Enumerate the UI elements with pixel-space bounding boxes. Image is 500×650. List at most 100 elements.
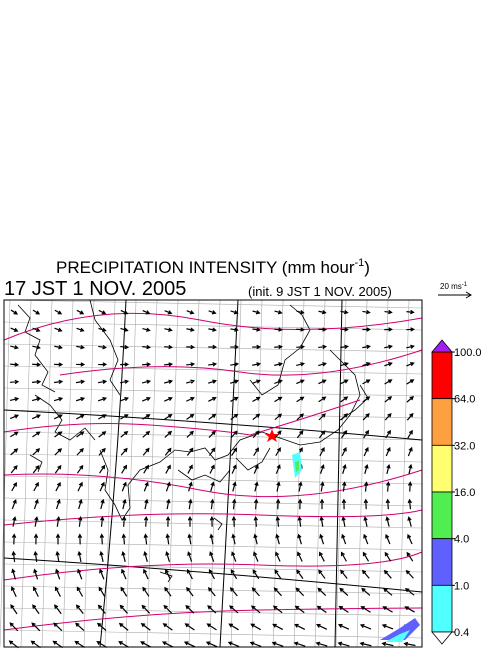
wind-arrow — [164, 447, 172, 456]
wind-arrow — [164, 344, 174, 350]
wind-arrow — [229, 587, 238, 597]
wind-arrow — [318, 379, 327, 385]
wind-arrow — [318, 413, 326, 421]
wind-arrow — [230, 344, 240, 350]
wind-arrow — [227, 641, 240, 648]
wind-arrow — [32, 464, 40, 474]
colorbar-label: 4.0 — [454, 534, 469, 546]
wind-arrow — [294, 605, 305, 614]
wind-arrow — [97, 604, 106, 614]
wind-arrow — [141, 604, 151, 614]
grid-line — [3, 541, 423, 551]
grid-line — [3, 321, 423, 331]
location-star — [265, 429, 279, 442]
wind-arrow — [340, 362, 349, 367]
grid-line — [3, 409, 423, 419]
wind-arrow — [296, 344, 306, 350]
wind-arrow — [187, 481, 193, 492]
wind-arrow — [99, 464, 106, 474]
wind-arrow — [208, 310, 217, 315]
wind-arrow — [9, 397, 20, 402]
wind-arrow — [9, 622, 19, 632]
wind-scale-arrow — [438, 291, 472, 299]
wind-arrow — [406, 396, 415, 403]
wind-arrow — [11, 568, 16, 580]
wind-arrow — [55, 568, 61, 580]
wind-arrow — [319, 533, 325, 545]
wind-arrow — [404, 588, 415, 596]
wind-arrow — [54, 309, 63, 315]
wind-arrow — [118, 622, 129, 631]
wind-arrow — [53, 379, 64, 385]
wind-arrow — [142, 327, 151, 332]
wind-arrow — [98, 309, 107, 315]
wind-arrow — [98, 447, 106, 456]
wind-arrow — [99, 481, 105, 492]
wind-arrow — [75, 622, 85, 632]
wind-arrow — [209, 515, 215, 527]
grid-line — [3, 563, 423, 573]
wind-arrow — [253, 533, 258, 545]
wind-arrow — [99, 568, 105, 580]
grid-line — [356, 299, 368, 648]
colorbar-label: 100.0 — [454, 347, 482, 359]
wind-arrow — [381, 624, 394, 630]
wind-arrow — [55, 481, 61, 492]
grid-line — [146, 299, 158, 648]
wind-arrow — [98, 327, 107, 332]
wind-arrow — [229, 605, 239, 614]
grid-line — [20, 299, 32, 648]
grid-line — [104, 299, 116, 648]
wind-arrow — [296, 569, 304, 579]
wind-arrow — [296, 310, 305, 315]
grid-line — [0, 299, 11, 648]
wind-arrow — [208, 396, 217, 402]
wind-arrow — [208, 413, 217, 420]
wind-arrow — [98, 414, 107, 420]
wind-arrow — [185, 604, 195, 614]
wind-arrow — [407, 533, 413, 545]
wind-arrow — [363, 498, 369, 510]
wind-arrow — [252, 344, 262, 350]
wind-arrow — [164, 586, 172, 597]
wind-arrow — [318, 344, 327, 350]
title-superscript: -1 — [355, 257, 365, 269]
wind-arrow — [319, 447, 325, 457]
wind-arrow — [275, 498, 281, 510]
wind-arrow — [385, 481, 391, 492]
wind-arrow — [54, 464, 62, 474]
wind-arrow — [381, 641, 394, 647]
wind-arrow — [143, 568, 149, 580]
wind-arrow — [249, 641, 262, 648]
wind-arrow — [78, 498, 83, 510]
wind-arrow — [186, 344, 196, 350]
wind-arrow — [293, 641, 306, 647]
wind-arrow — [253, 498, 259, 510]
wind-arrow — [98, 431, 107, 438]
wind-arrow — [10, 586, 17, 597]
wind-scale-text: 20 ms — [440, 282, 462, 291]
wind-arrow — [250, 605, 261, 614]
wind-arrow — [74, 640, 85, 648]
wind-arrow — [274, 310, 283, 315]
wind-arrow — [142, 447, 150, 456]
wind-arrow — [384, 309, 393, 315]
wind-arrow — [252, 327, 261, 332]
wind-arrow — [230, 569, 238, 580]
wind-arrow — [54, 604, 62, 615]
wind-arrow — [383, 569, 392, 579]
wind-arrow — [31, 379, 42, 385]
wind-arrow — [318, 430, 326, 439]
wind-arrow — [54, 362, 64, 367]
wind-arrow — [407, 446, 413, 457]
wind-arrow — [403, 641, 416, 647]
wind-arrow — [186, 379, 196, 384]
wind-arrow — [274, 362, 283, 367]
wind-arrow — [230, 327, 239, 332]
wind-arrow — [142, 430, 151, 438]
wind-arrow — [11, 481, 17, 492]
wind-arrow — [340, 413, 348, 421]
wind-arrow — [32, 362, 42, 367]
wind-arrow — [317, 587, 327, 597]
wind-arrow — [10, 345, 19, 350]
